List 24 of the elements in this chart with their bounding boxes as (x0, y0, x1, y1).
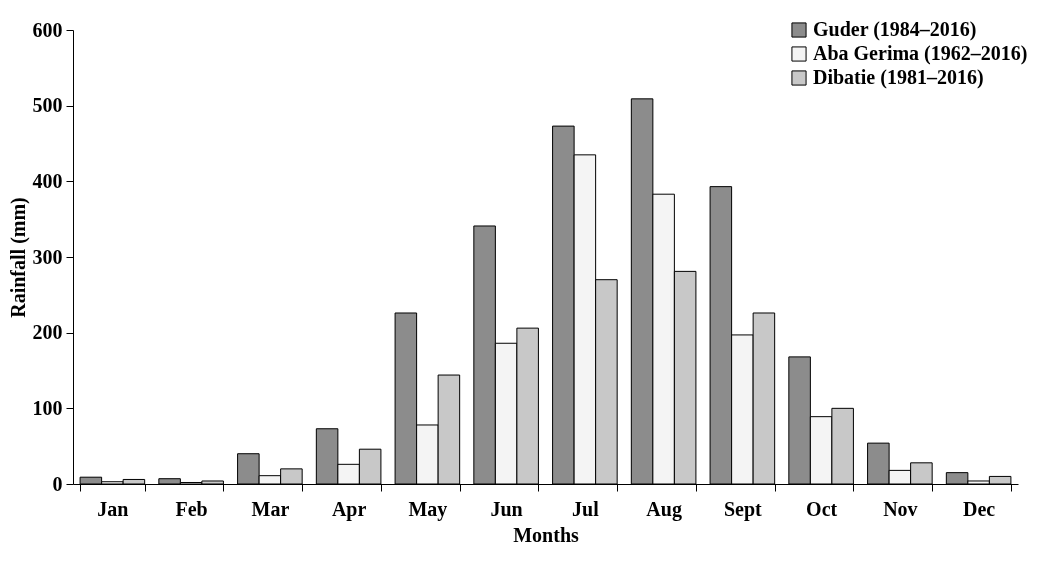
x-tick-label: Oct (806, 497, 838, 520)
y-tick-label: 600 (32, 18, 63, 41)
x-tick-label: Apr (331, 497, 367, 521)
legend-label: Aba Gerima (1962–2016) (813, 42, 1028, 65)
x-tick-label: Feb (175, 497, 208, 520)
x-tick-label: Sept (723, 497, 763, 521)
legend-label: Guder (1984–2016) (813, 18, 977, 41)
x-tick-label: May (408, 497, 448, 521)
y-axis-title: Rainfall (mm) (6, 197, 30, 318)
y-tick-label: 0 (52, 472, 63, 495)
y-tick-label: 100 (32, 396, 63, 419)
x-tick-label: Jun (490, 497, 523, 520)
y-tick-label: 500 (32, 94, 63, 117)
x-tick-label: Jul (572, 497, 600, 520)
x-tick-label: Dec (963, 497, 996, 520)
y-tick-label: 200 (32, 321, 63, 344)
x-tick-label: Aug (646, 497, 682, 521)
x-tick-label: Nov (883, 497, 918, 520)
y-tick-label: 300 (32, 245, 63, 268)
y-tick-label: 400 (32, 169, 63, 192)
legend-label: Dibatie (1981–2016) (813, 66, 984, 89)
x-tick-label: Jan (97, 497, 129, 520)
x-axis-title: Months (513, 523, 579, 546)
x-tick-label: Mar (251, 497, 290, 520)
